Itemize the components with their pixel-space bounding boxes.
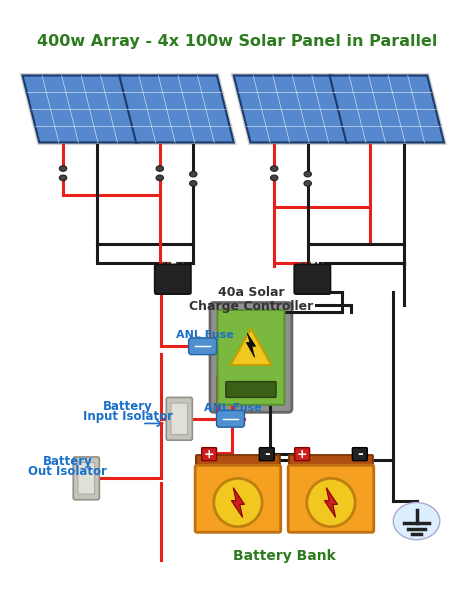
Polygon shape: [119, 76, 234, 143]
FancyBboxPatch shape: [196, 455, 280, 470]
Polygon shape: [231, 488, 245, 517]
Text: Charge Controller: Charge Controller: [189, 300, 313, 313]
Text: Out Isolator: Out Isolator: [28, 465, 107, 478]
FancyBboxPatch shape: [171, 403, 188, 435]
FancyBboxPatch shape: [210, 303, 292, 412]
Ellipse shape: [190, 171, 197, 177]
FancyBboxPatch shape: [295, 448, 310, 461]
Ellipse shape: [271, 175, 278, 181]
Polygon shape: [23, 76, 137, 143]
FancyBboxPatch shape: [259, 448, 274, 461]
Ellipse shape: [190, 181, 197, 186]
FancyBboxPatch shape: [78, 462, 95, 494]
Text: Battery: Battery: [103, 400, 153, 413]
Ellipse shape: [156, 166, 164, 171]
FancyBboxPatch shape: [288, 465, 374, 532]
Ellipse shape: [59, 166, 67, 171]
FancyBboxPatch shape: [226, 382, 276, 397]
Ellipse shape: [304, 181, 311, 186]
Polygon shape: [234, 76, 348, 143]
Text: ANL Fuse: ANL Fuse: [204, 403, 262, 413]
Circle shape: [307, 478, 355, 527]
Text: Battery Bank: Battery Bank: [233, 549, 336, 562]
Text: -: -: [264, 447, 270, 461]
FancyBboxPatch shape: [166, 397, 192, 440]
FancyBboxPatch shape: [217, 410, 245, 427]
Text: 400w Array - 4x 100w Solar Panel in Parallel: 400w Array - 4x 100w Solar Panel in Para…: [37, 34, 437, 49]
Ellipse shape: [156, 175, 164, 181]
FancyBboxPatch shape: [218, 310, 284, 405]
Text: +: +: [204, 448, 214, 461]
Polygon shape: [324, 488, 337, 517]
Polygon shape: [230, 329, 272, 365]
Text: Battery: Battery: [43, 455, 92, 468]
Ellipse shape: [59, 175, 67, 181]
Text: 40a Solar: 40a Solar: [218, 286, 284, 299]
FancyBboxPatch shape: [289, 455, 373, 470]
Text: ANL Fuse: ANL Fuse: [175, 330, 233, 340]
Ellipse shape: [271, 166, 278, 171]
FancyBboxPatch shape: [195, 465, 281, 532]
FancyBboxPatch shape: [352, 448, 367, 461]
FancyBboxPatch shape: [201, 448, 217, 461]
Text: -: -: [357, 447, 363, 461]
FancyBboxPatch shape: [73, 457, 100, 500]
Text: Input Isolator: Input Isolator: [83, 410, 173, 423]
Circle shape: [214, 478, 262, 527]
Polygon shape: [329, 76, 444, 143]
FancyBboxPatch shape: [155, 265, 191, 294]
FancyBboxPatch shape: [189, 338, 217, 355]
Ellipse shape: [393, 503, 440, 540]
Polygon shape: [246, 333, 255, 358]
Text: +: +: [297, 448, 308, 461]
FancyBboxPatch shape: [294, 265, 330, 294]
Ellipse shape: [304, 171, 311, 177]
